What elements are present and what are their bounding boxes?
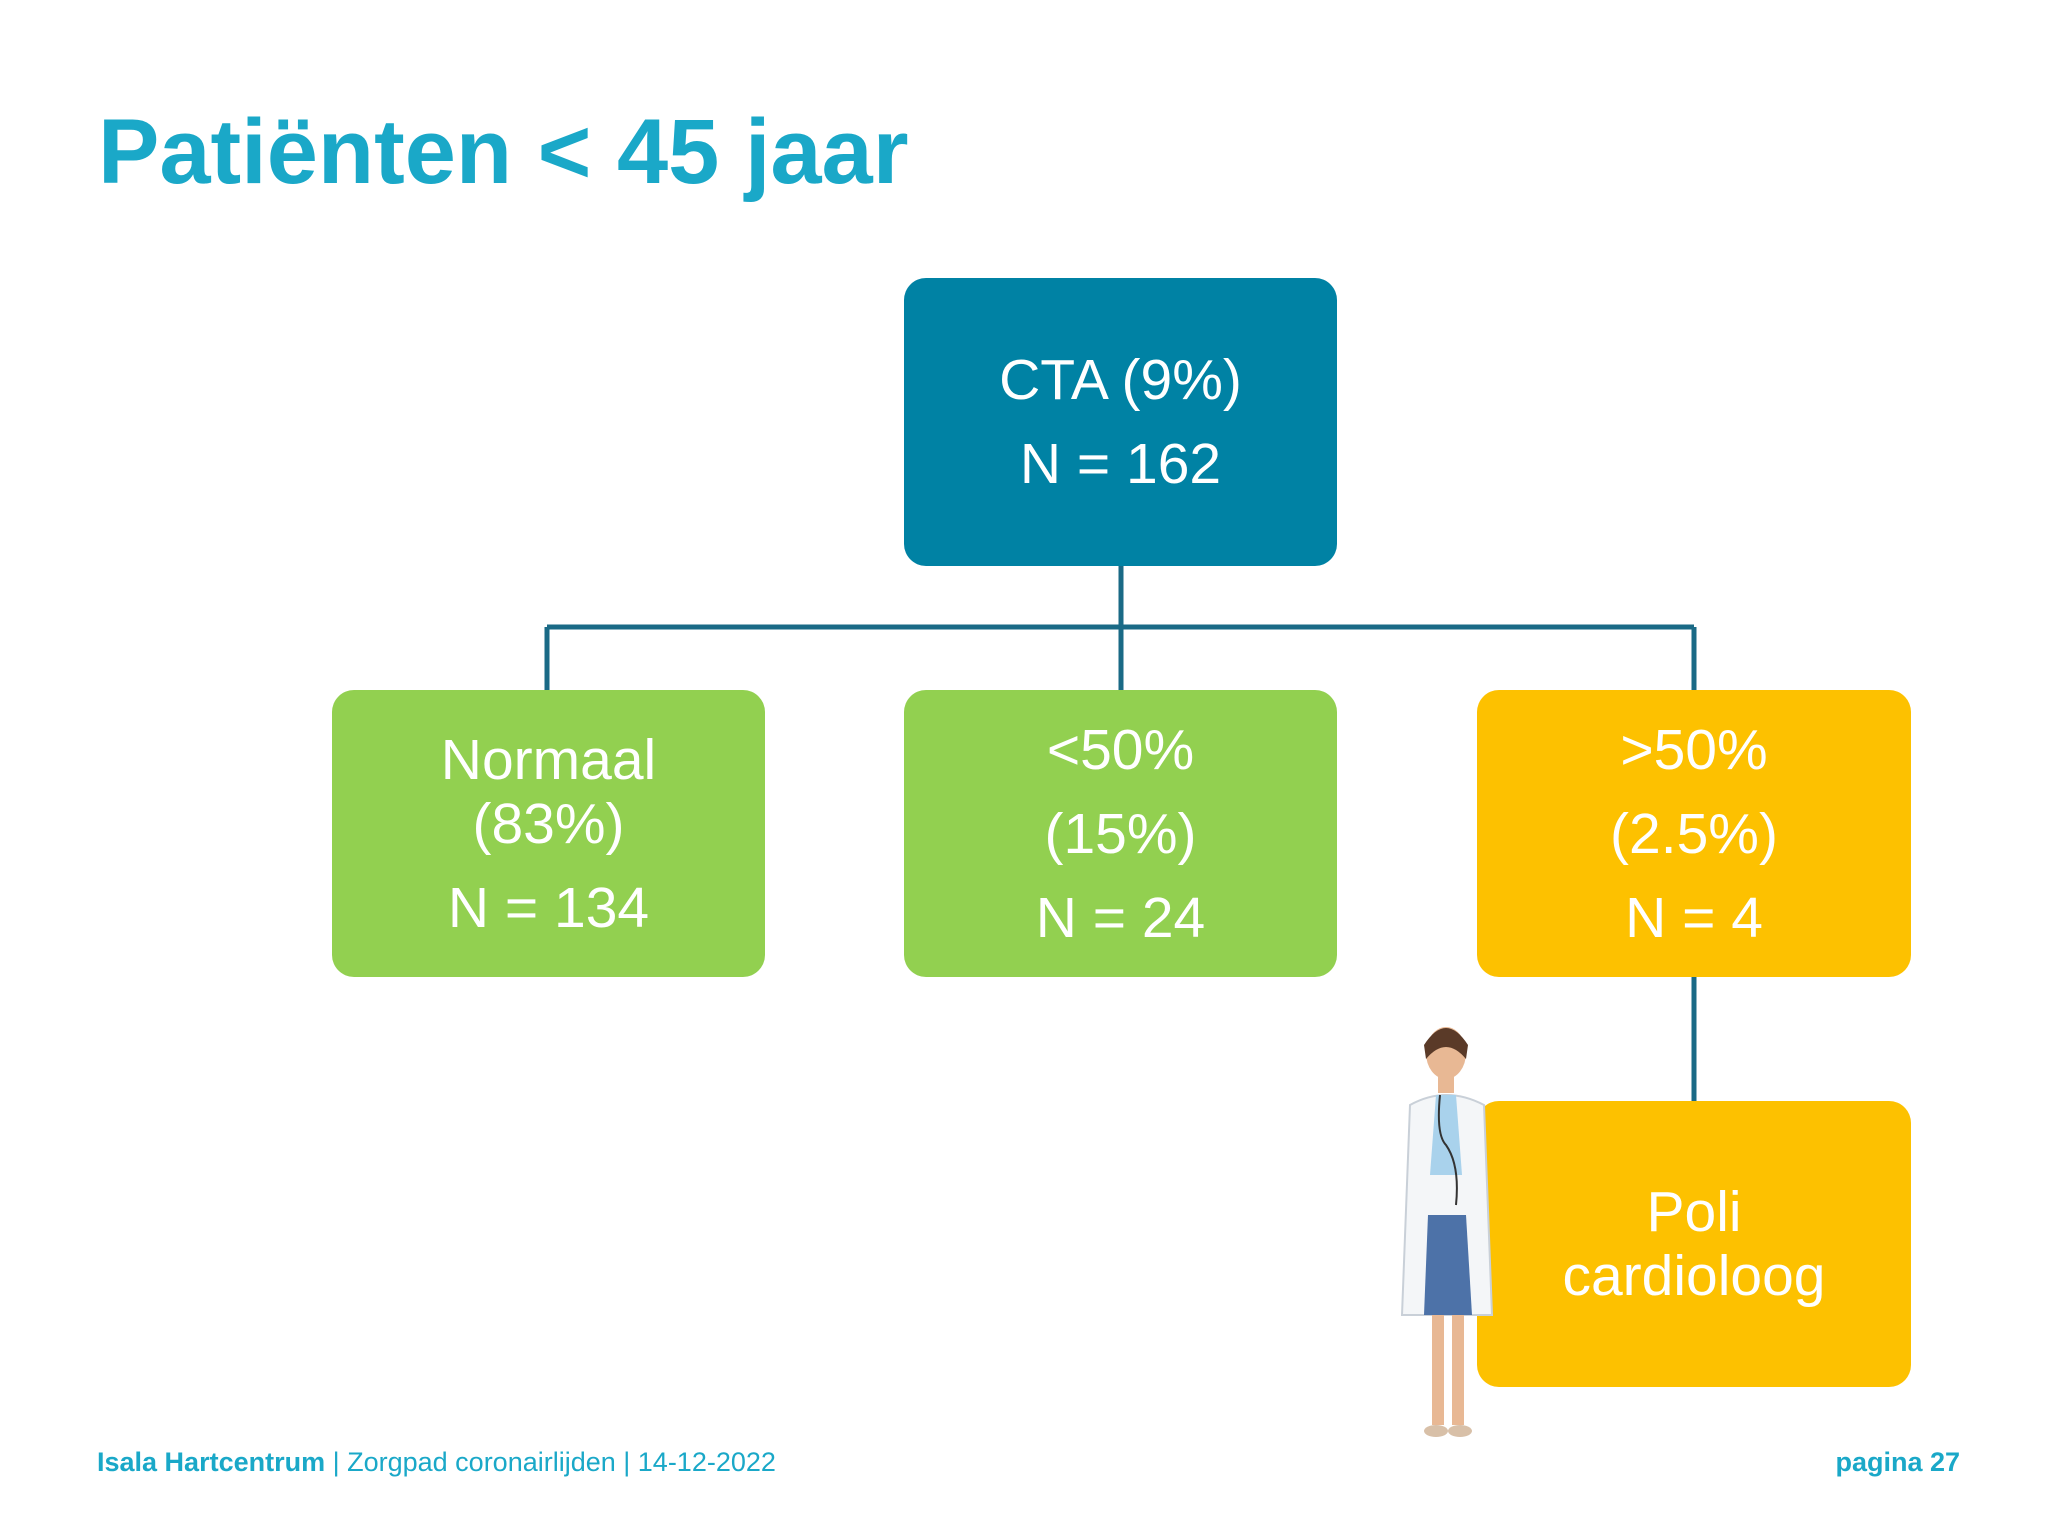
footer-page: pagina 27 [1835,1447,1960,1477]
footer-organization: Isala Hartcentrum [97,1447,326,1477]
node-text: (2.5%) [1610,801,1778,866]
node-text: >50% [1620,717,1768,782]
node-poli: Poli cardioloog [1477,1101,1911,1387]
slide-title: Patiënten < 45 jaar [98,101,909,203]
node-lt50: <50% (15%) N = 24 [904,690,1337,977]
node-text: (15%) [1044,801,1197,866]
node-cta: CTA (9%) N = 162 [904,278,1337,566]
node-gt50: >50% (2.5%) N = 4 [1477,690,1911,977]
node-text: Poli [1646,1180,1742,1244]
node-text: Normaal [440,727,657,792]
footer-subtitle: | Zorgpad coronairlijden | 14-12-2022 [325,1447,776,1477]
node-text: CTA (9%) [999,348,1242,412]
node-normaal: Normaal (83%) N = 134 [332,690,765,977]
node-text: N = 162 [1019,432,1222,496]
node-text: cardioloog [1562,1244,1826,1308]
node-text: N = 4 [1625,885,1763,950]
node-text: (83%) [472,791,625,856]
doctor-illustration [1400,1027,1494,1437]
node-text: <50% [1046,717,1195,782]
node-text: N = 24 [1035,885,1206,950]
node-text: N = 134 [447,875,650,940]
footer: Isala Hartcentrum | Zorgpad coronairlijd… [97,1447,776,1478]
